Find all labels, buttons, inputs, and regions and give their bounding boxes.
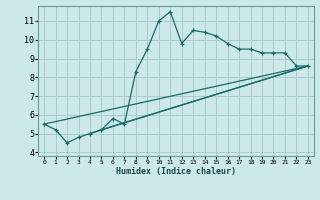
X-axis label: Humidex (Indice chaleur): Humidex (Indice chaleur)	[116, 167, 236, 176]
